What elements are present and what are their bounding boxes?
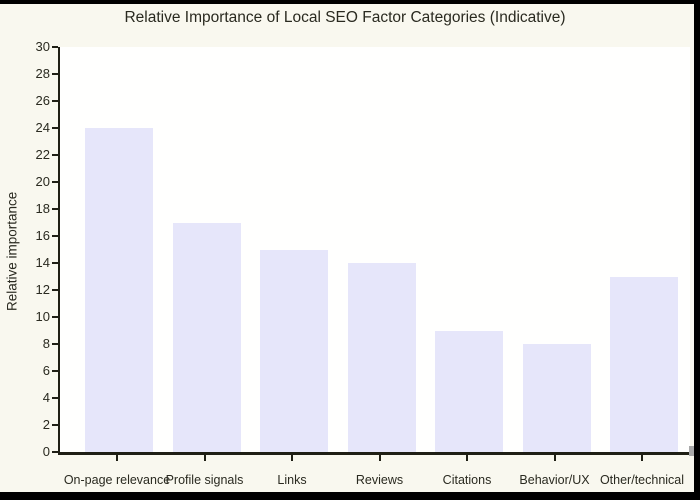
y-tick-label: 14 xyxy=(35,255,50,270)
x-tick-mark xyxy=(466,455,468,461)
y-tick-mark xyxy=(52,181,58,183)
x-tick-label-2: Links xyxy=(277,473,307,487)
y-tick-mark xyxy=(52,154,58,156)
x-tick-mark xyxy=(641,455,643,461)
y-tick-label: 0 xyxy=(42,444,50,459)
x-tick-mark xyxy=(378,455,381,461)
bar-6 xyxy=(610,276,678,452)
y-tick-mark xyxy=(52,316,58,318)
x-tick-mark xyxy=(291,455,293,461)
y-tick-mark xyxy=(52,289,58,291)
y-tick-mark xyxy=(52,127,58,129)
y-tick-label: 20 xyxy=(35,174,50,189)
y-tick-label: 24 xyxy=(35,120,50,135)
y-tick-mark xyxy=(52,424,58,426)
y-tick-mark xyxy=(52,100,58,102)
plot-area xyxy=(58,47,690,455)
y-tick-mark xyxy=(52,370,58,372)
x-tick-label-4: Citations xyxy=(442,473,492,487)
window-border-right xyxy=(694,0,700,500)
y-tick-label: 10 xyxy=(35,309,50,324)
bar-1 xyxy=(172,222,241,452)
y-tick-label: 26 xyxy=(35,93,50,108)
y-tick-label: 18 xyxy=(35,201,50,216)
bar-0 xyxy=(85,128,153,452)
x-tick-label-3: Reviews xyxy=(355,473,404,487)
bar-4 xyxy=(435,330,503,452)
y-tick-label: 28 xyxy=(35,66,50,81)
bar-3 xyxy=(347,263,416,452)
window-border-top xyxy=(0,0,700,4)
chart-title: Relative Importance of Local SEO Factor … xyxy=(124,9,566,26)
bar-2 xyxy=(260,249,328,452)
bar-5 xyxy=(522,344,591,452)
x-tick-mark xyxy=(553,455,556,461)
x-tick-mark xyxy=(203,455,206,461)
y-tick-label: 22 xyxy=(35,147,50,162)
x-tick-label-5: Behavior/UX xyxy=(519,473,590,487)
y-tick-mark xyxy=(52,73,58,75)
y-tick-mark xyxy=(52,262,58,264)
y-tick-mark xyxy=(52,208,58,210)
y-tick-label: 4 xyxy=(42,390,50,405)
y-tick-label: 30 xyxy=(35,39,50,54)
x-tick-label-6: Other/technical xyxy=(599,473,685,487)
y-tick-mark xyxy=(52,235,58,237)
y-tick-label: 16 xyxy=(35,228,50,243)
x-tick-label-0: On-page relevance xyxy=(63,473,171,487)
y-tick-mark xyxy=(52,397,58,399)
y-tick-mark xyxy=(52,451,58,453)
y-tick-mark xyxy=(52,46,58,48)
y-tick-label: 12 xyxy=(35,282,50,297)
x-tick-mark xyxy=(116,455,118,461)
y-tick-label: 2 xyxy=(42,417,50,432)
y-tick-label: 6 xyxy=(42,363,50,378)
window-border-bottom xyxy=(0,492,700,500)
y-tick-label: 8 xyxy=(42,336,50,351)
y-tick-mark xyxy=(52,343,58,345)
x-tick-label-1: Profile signals xyxy=(165,473,244,487)
